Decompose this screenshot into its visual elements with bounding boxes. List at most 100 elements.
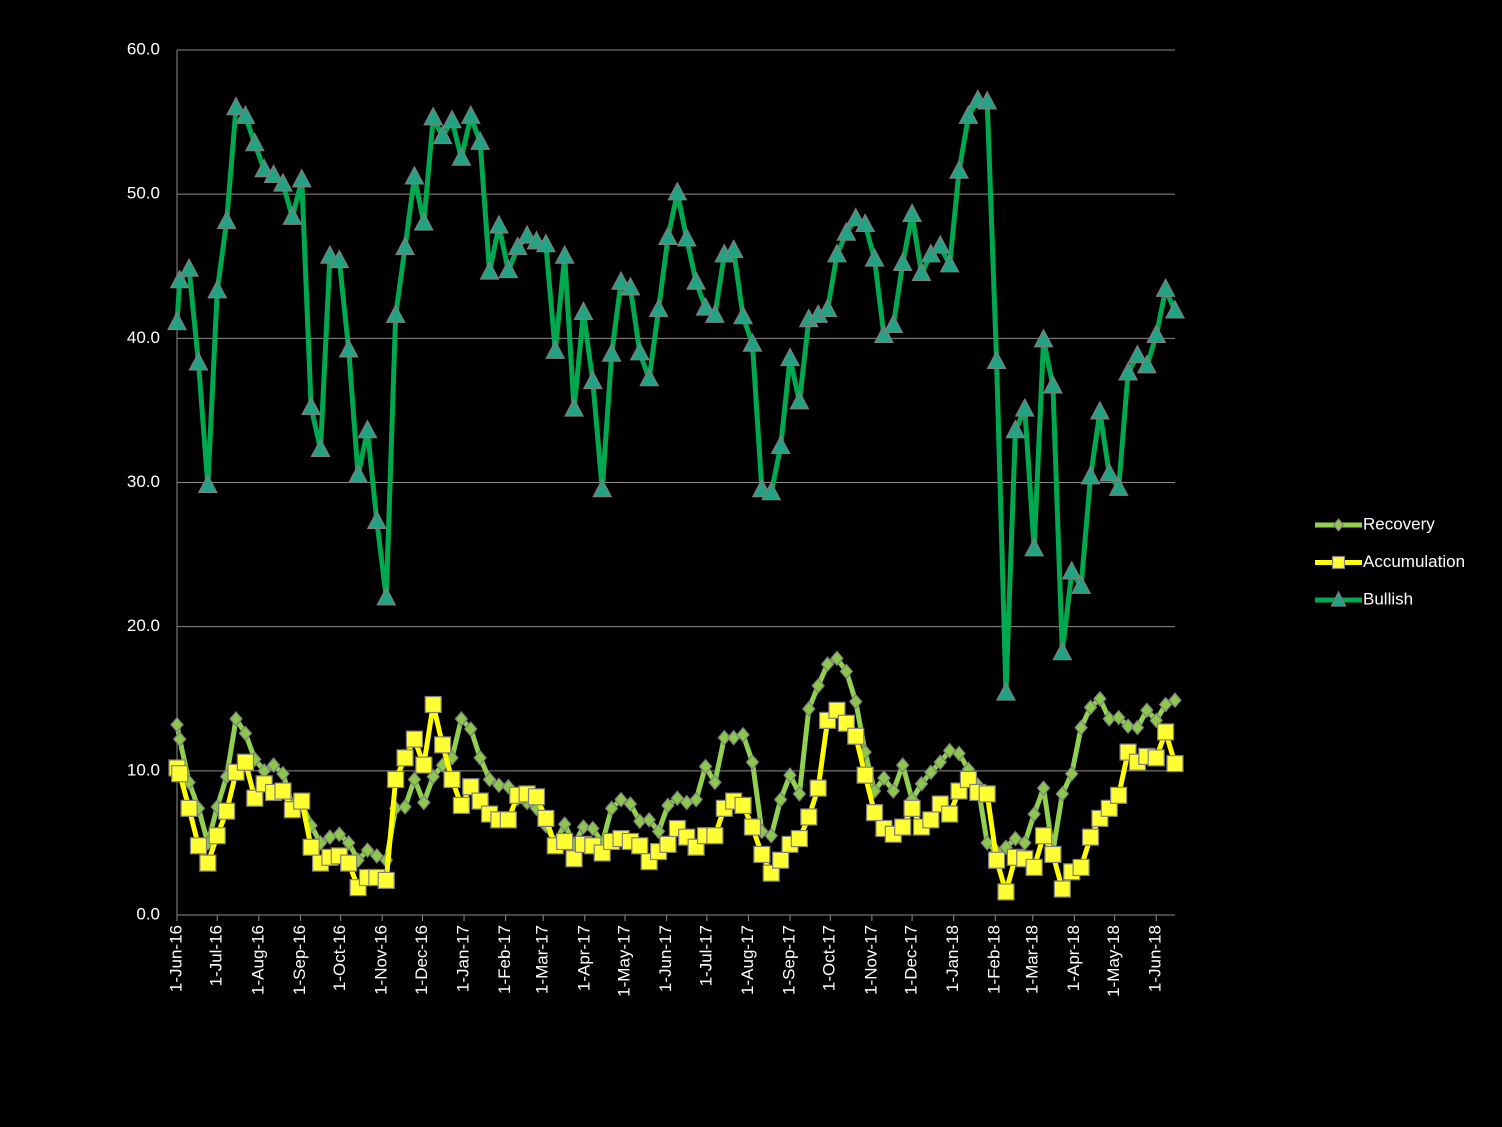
x-tick-label: 1-Feb-18 [985, 925, 1004, 994]
diamond-marker [1083, 699, 1098, 716]
diamond-marker [736, 726, 750, 743]
series-accumulation [168, 695, 1184, 901]
triangle-marker [789, 390, 810, 410]
diamond-marker [1121, 718, 1135, 735]
y-tick-label: 0.0 [136, 904, 160, 923]
triangle-marker [291, 168, 312, 188]
diamond-marker [341, 834, 356, 851]
diamond-marker [802, 700, 816, 717]
triangle-marker [1118, 361, 1139, 381]
square-marker [903, 799, 921, 817]
diamond-marker [1130, 719, 1145, 736]
square-marker [865, 804, 884, 822]
square-marker [565, 850, 583, 868]
diamond-marker [1140, 702, 1154, 719]
triangle-marker [873, 324, 894, 344]
x-tick-label: 1-Oct-17 [820, 925, 839, 991]
diamond-marker [1093, 690, 1107, 707]
x-tick-label: 1-Aug-16 [248, 925, 267, 995]
diamond-marker [914, 775, 929, 792]
triangle-marker [648, 298, 669, 318]
triangle-marker [1042, 374, 1063, 394]
triangle-marker [573, 301, 594, 320]
legend-marker [1332, 518, 1345, 532]
diamond-marker [670, 790, 685, 807]
triangle-marker [488, 214, 509, 234]
square-marker [415, 756, 433, 774]
diamond-marker [830, 650, 844, 667]
square-marker [537, 809, 555, 828]
triangle-marker [167, 311, 187, 331]
diamond-marker [614, 791, 628, 808]
diamond-marker [886, 783, 901, 799]
triangle-marker [357, 419, 378, 439]
triangle-marker [404, 165, 425, 185]
square-marker [405, 730, 424, 748]
square-marker [171, 765, 189, 783]
triangle-marker [216, 210, 237, 230]
triangle-marker [601, 342, 622, 362]
square-marker [377, 871, 395, 890]
triangle-marker [911, 262, 932, 282]
triangle-marker [826, 243, 847, 263]
square-marker [753, 845, 771, 864]
triangle-marker [423, 106, 444, 126]
x-tick-label: 1-Nov-17 [861, 925, 880, 995]
x-tick-label: 1-Dec-16 [412, 925, 431, 995]
square-marker [452, 796, 470, 815]
square-marker [847, 727, 865, 745]
triangle-marker [366, 510, 387, 530]
square-marker [941, 805, 959, 823]
triangle-marker [517, 224, 538, 244]
square-marker [762, 864, 780, 882]
square-marker [293, 792, 311, 810]
square-marker [922, 811, 940, 829]
square-marker [180, 799, 198, 817]
x-tick-label: 1-Jun-17 [656, 925, 675, 992]
square-marker [1081, 828, 1100, 846]
diamond-marker [924, 764, 938, 781]
triangle-marker [1136, 354, 1157, 374]
diamond-marker [266, 757, 281, 773]
x-tick-label: 1-Sep-17 [780, 925, 799, 995]
triangle-marker [883, 314, 904, 333]
diamond-marker [820, 656, 835, 673]
triangle-marker [554, 244, 575, 264]
triangle-marker [1127, 344, 1148, 364]
diamond-marker [172, 731, 187, 748]
square-marker [1034, 827, 1053, 845]
x-tick-label: 1-May-18 [1104, 925, 1123, 997]
y-tick-label: 30.0 [127, 472, 160, 491]
triangle-marker [695, 296, 716, 316]
triangle-marker [197, 474, 218, 493]
triangle-marker [1165, 299, 1185, 319]
triangle-marker [958, 105, 979, 124]
square-marker [527, 788, 546, 806]
square-marker [340, 854, 358, 872]
triangle-marker [977, 90, 998, 110]
square-marker [856, 766, 874, 784]
diamond-marker [604, 800, 619, 817]
triangle-marker [235, 105, 256, 124]
square-marker [894, 818, 912, 836]
y-tick-label: 40.0 [127, 328, 160, 347]
diamond-marker [764, 827, 779, 844]
triangle-marker [939, 253, 960, 273]
triangle-marker [226, 96, 247, 116]
square-marker [1157, 723, 1175, 741]
diamond-marker [1017, 834, 1032, 851]
triangle-marker [282, 205, 303, 225]
square-marker [978, 785, 996, 803]
square-marker [433, 736, 452, 754]
triangle-marker [376, 586, 397, 606]
square-marker [218, 802, 236, 820]
triangle-marker [667, 181, 688, 201]
diamond-marker [586, 820, 600, 837]
diamond-marker [698, 758, 713, 775]
triangle-marker [1146, 324, 1167, 344]
diamond-marker [792, 785, 807, 802]
square-marker [800, 808, 818, 826]
triangle-marker [451, 146, 472, 166]
triangle-marker [845, 207, 866, 227]
square-marker [790, 829, 809, 848]
